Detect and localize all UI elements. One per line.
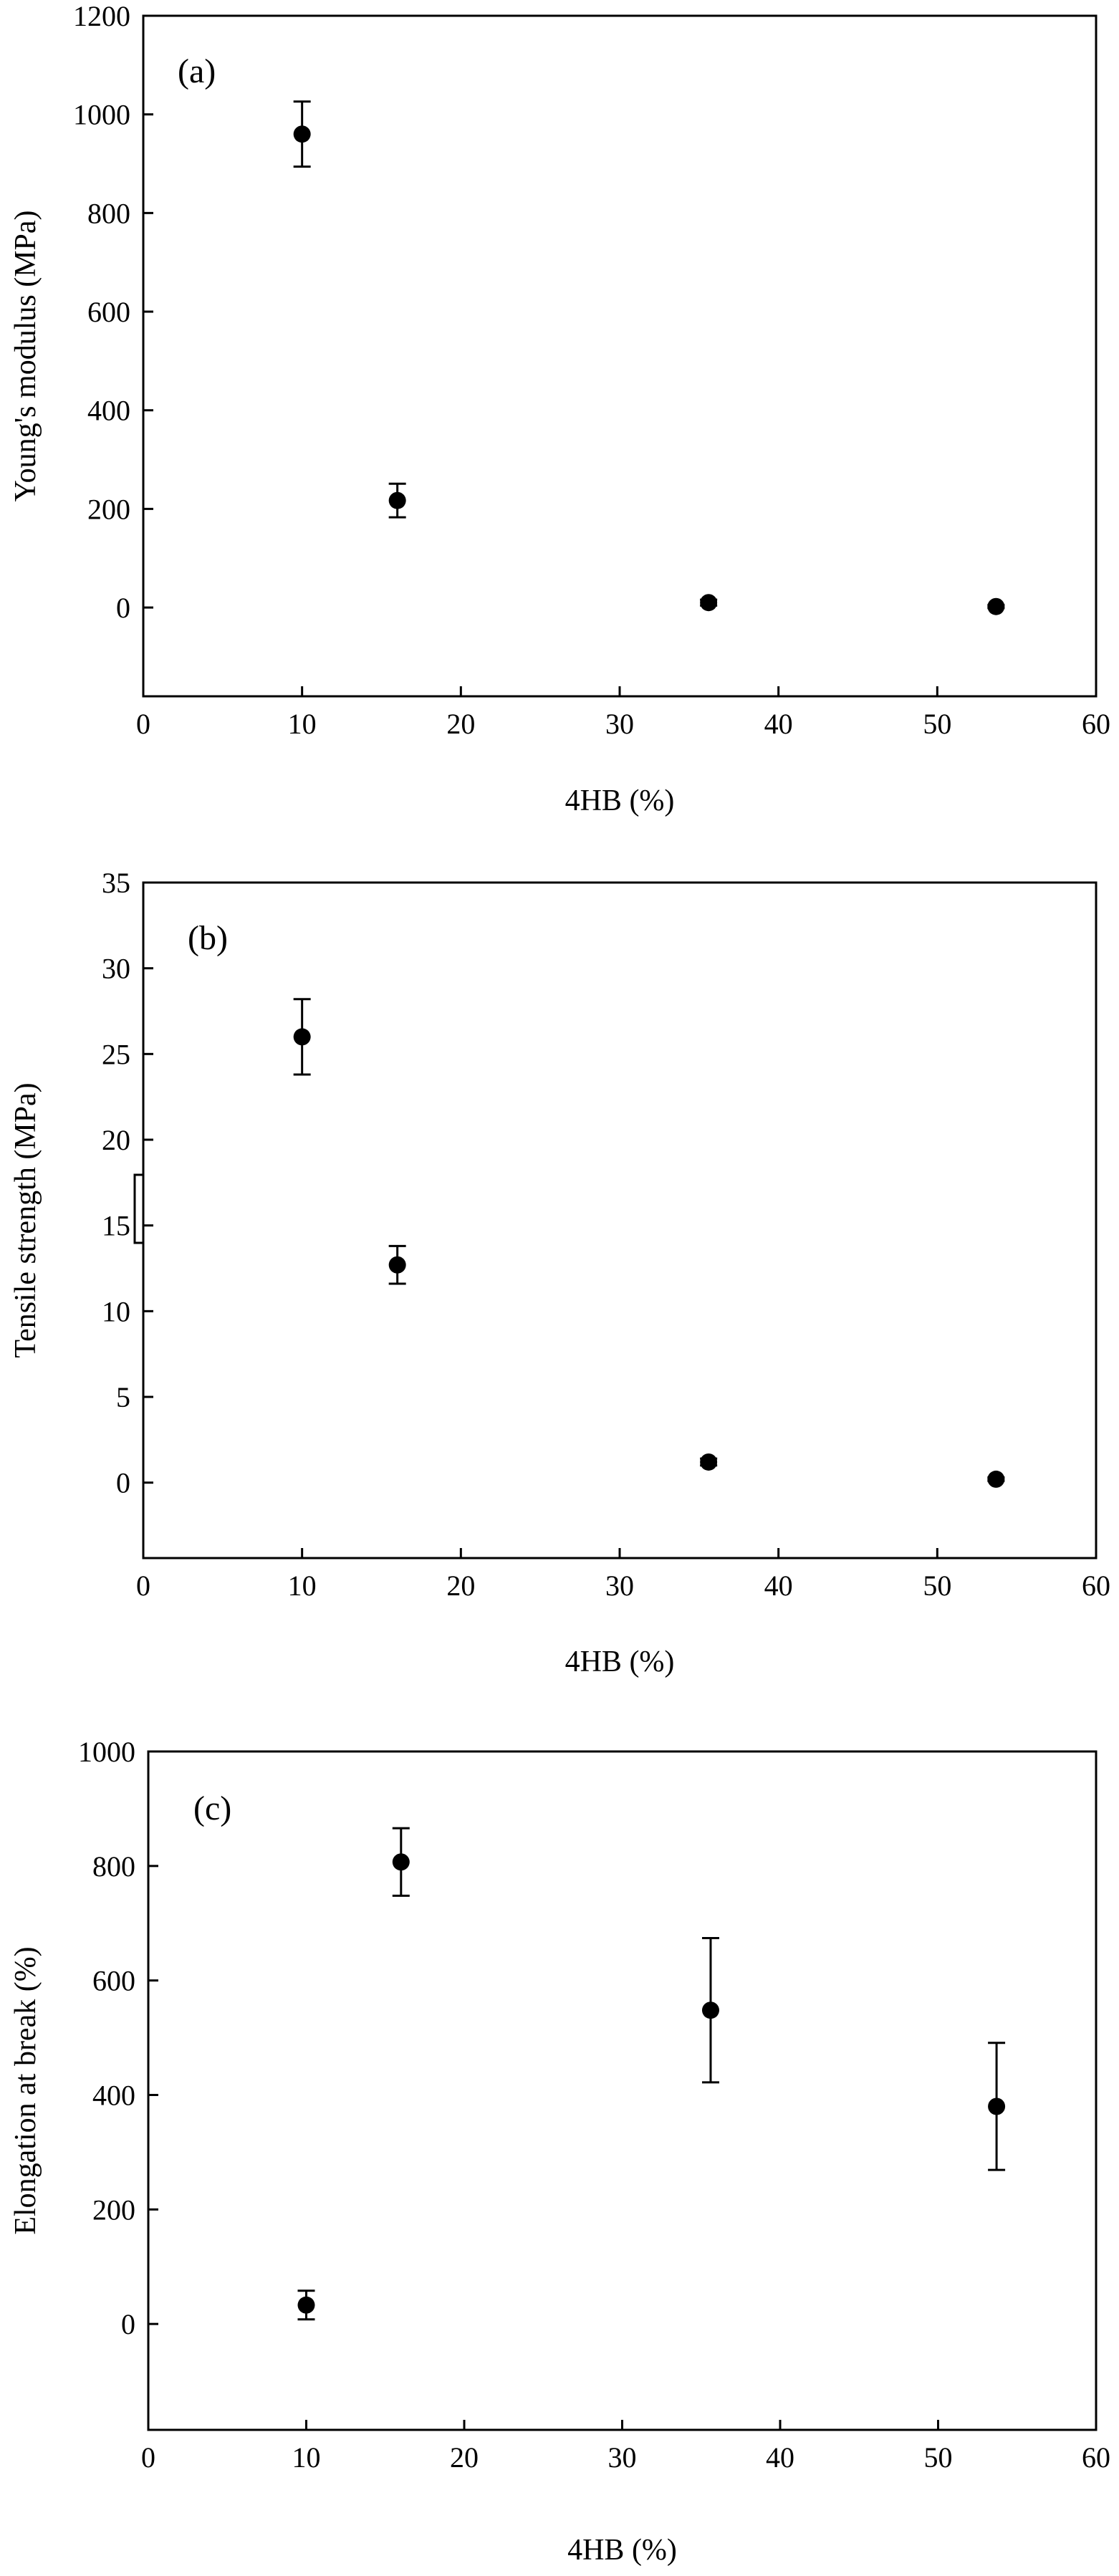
x-tick-label: 0 [141,2441,155,2474]
y-tick-label: 0 [121,2308,135,2340]
x-tick-label: 20 [446,708,475,740]
data-point [293,125,311,143]
data-point-group [388,482,406,519]
y-tick-label: 1000 [78,1736,135,1768]
data-point [700,594,718,612]
data-point-group [392,1827,410,1897]
data-point [297,2296,315,2314]
plot-frame [142,881,1098,1559]
data-point-group [988,2042,1006,2171]
left-bracket-mark [133,1173,143,1244]
y-tick-label: 30 [102,953,130,985]
x-tick-label: 0 [136,708,150,740]
y-tick-label: 10 [102,1295,130,1327]
x-tick-label: 50 [923,1570,951,1602]
y-tick-label: 25 [102,1038,130,1070]
y-tick-label: 20 [102,1124,130,1156]
data-point-group [987,1470,1005,1488]
y-tick-label: 600 [87,296,130,328]
y-axis-label: Young's modulus (MPa) [9,210,42,501]
y-axis-label: Elongation at break (%) [9,1946,42,2234]
x-tick-label: 50 [924,2441,953,2474]
data-point-group [388,1244,406,1285]
data-point-group [701,1937,719,2084]
data-point-group [700,1453,718,1471]
x-tick-label: 40 [766,2441,794,2474]
x-tick-label: 60 [1082,1570,1110,1602]
y-tick-label: 600 [92,1965,135,1997]
x-tick-label: 60 [1082,2441,1110,2474]
data-point [987,597,1005,615]
x-tick-label: 0 [136,1570,150,1602]
y-tick-label: 0 [116,592,130,624]
y-tick-label: 400 [92,2079,135,2111]
data-point [701,2001,719,2019]
x-axis-label: 4HB (%) [567,2534,677,2567]
y-tick-label: 800 [87,197,130,229]
y-tick-label: 0 [116,1467,130,1499]
y-tick-label: 1000 [73,99,130,131]
x-tick-label: 30 [605,1570,634,1602]
x-tick-label: 40 [764,1570,793,1602]
panel-label: (b) [188,919,228,957]
x-tick-label: 10 [292,2441,321,2474]
data-point [700,1453,718,1471]
x-tick-label: 40 [764,708,793,740]
y-tick-label: 200 [92,2193,135,2226]
data-point [392,1853,410,1871]
x-tick-label: 50 [923,708,951,740]
y-tick-label: 5 [116,1381,130,1413]
y-axis-label: Tensile strength (MPa) [9,1082,42,1357]
x-tick-label: 60 [1082,708,1110,740]
y-tick-label: 35 [102,867,130,899]
x-axis-label: 4HB (%) [565,1645,675,1678]
x-axis-label: 4HB (%) [565,784,675,817]
data-point-group [987,597,1005,615]
x-tick-label: 10 [288,708,317,740]
plot-frame [142,14,1098,698]
chart-panel-2: 0 10 20 30 40 50 60 0 5 10 15 20 25 30 35 4HB (%) Tensil… [9,867,1110,1678]
plot-frame [147,1750,1098,2431]
data-point-group [297,2289,315,2321]
data-point [388,491,406,509]
panel-label: (c) [193,1789,231,1827]
data-point [987,1470,1005,1488]
panel-label: (a) [178,52,216,90]
x-tick-label: 30 [605,708,634,740]
x-tick-label: 20 [450,2441,479,2474]
x-tick-label: 30 [608,2441,637,2474]
data-point-group [293,100,311,168]
y-tick-label: 800 [92,1850,135,1883]
data-point [293,1028,311,1046]
data-point [388,1256,406,1274]
x-tick-label: 10 [288,1570,317,1602]
x-tick-label: 20 [446,1570,475,1602]
data-point [988,2097,1006,2115]
y-tick-label: 15 [102,1210,130,1242]
y-tick-label: 200 [87,493,130,525]
y-tick-label: 1200 [73,0,130,32]
data-point-group [700,594,718,612]
y-tick-label: 400 [87,395,130,427]
data-point-group [293,998,311,1076]
